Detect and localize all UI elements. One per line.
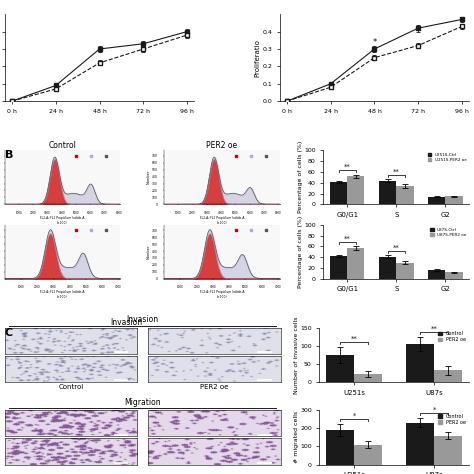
- X-axis label: FL2-A::FL2 Propidium Iodide-A
(×100): FL2-A::FL2 Propidium Iodide-A (×100): [40, 291, 85, 299]
- Bar: [446, 272, 463, 279]
- Text: *: *: [433, 407, 436, 413]
- Y-axis label: U251s: U251s: [0, 414, 2, 433]
- Bar: [396, 186, 413, 204]
- Y-axis label: Number of invasive cells: Number of invasive cells: [294, 316, 299, 394]
- Y-axis label: Percentage of cells (%): Percentage of cells (%): [298, 141, 303, 213]
- Title: PER2 oe: PER2 oe: [206, 141, 237, 150]
- Text: **: **: [344, 236, 351, 242]
- Text: C: C: [5, 328, 13, 338]
- X-axis label: FL2-A::FL2 Propidium Iodide-A
(×100): FL2-A::FL2 Propidium Iodide-A (×100): [40, 216, 85, 225]
- Text: **: **: [344, 164, 351, 170]
- Bar: [379, 181, 396, 204]
- X-axis label: FL2-A::FL2 Propidium Iodide-A
(×100): FL2-A::FL2 Propidium Iodide-A (×100): [200, 216, 244, 225]
- Y-axis label: U251s: U251s: [0, 331, 2, 351]
- Y-axis label: U87s: U87s: [0, 361, 2, 377]
- Bar: [434, 370, 463, 382]
- Text: **: **: [393, 168, 400, 174]
- Bar: [354, 445, 383, 465]
- Bar: [347, 176, 365, 204]
- Text: **: **: [351, 336, 358, 342]
- X-axis label: Control: Control: [58, 383, 84, 390]
- Text: Invasion: Invasion: [110, 318, 143, 327]
- Text: *: *: [373, 38, 376, 47]
- Bar: [434, 436, 463, 465]
- Bar: [330, 256, 347, 279]
- Bar: [326, 430, 354, 465]
- Text: **: **: [393, 245, 400, 250]
- X-axis label: PER2 oe: PER2 oe: [200, 383, 228, 390]
- Bar: [396, 263, 413, 279]
- Title: Control: Control: [48, 141, 76, 150]
- Legend: U251S-Ctrl, U251S-PER2 oe: U251S-Ctrl, U251S-PER2 oe: [427, 153, 467, 163]
- Legend: Control, PER2 oe: Control, PER2 oe: [437, 413, 467, 426]
- Text: B: B: [5, 150, 13, 160]
- Legend: U87S-Ctrl, U87S-PER2 oe: U87S-Ctrl, U87S-PER2 oe: [429, 227, 467, 237]
- X-axis label: FL2-A::FL2 Propidium Iodide-A
(×100): FL2-A::FL2 Propidium Iodide-A (×100): [200, 291, 244, 299]
- Bar: [330, 182, 347, 204]
- Y-axis label: # migrated cells: # migrated cells: [293, 411, 299, 464]
- Y-axis label: U87s: U87s: [0, 444, 2, 459]
- Y-axis label: Percentage of cells (%): Percentage of cells (%): [298, 216, 303, 288]
- Bar: [326, 355, 354, 382]
- Bar: [354, 374, 383, 382]
- Y-axis label: Number: Number: [146, 170, 150, 184]
- Bar: [428, 197, 446, 204]
- Text: **: **: [431, 326, 438, 332]
- Bar: [406, 423, 434, 465]
- Bar: [428, 270, 446, 279]
- Bar: [446, 196, 463, 204]
- Bar: [347, 248, 365, 279]
- Bar: [379, 256, 396, 279]
- Text: *: *: [353, 412, 356, 419]
- Legend: Control, PER2 oe: Control, PER2 oe: [437, 330, 467, 343]
- Bar: [406, 344, 434, 382]
- Text: Invasion: Invasion: [127, 315, 159, 324]
- Y-axis label: Proliferatio: Proliferatio: [255, 39, 261, 77]
- Text: Migration: Migration: [124, 398, 161, 407]
- Y-axis label: Number: Number: [146, 245, 150, 259]
